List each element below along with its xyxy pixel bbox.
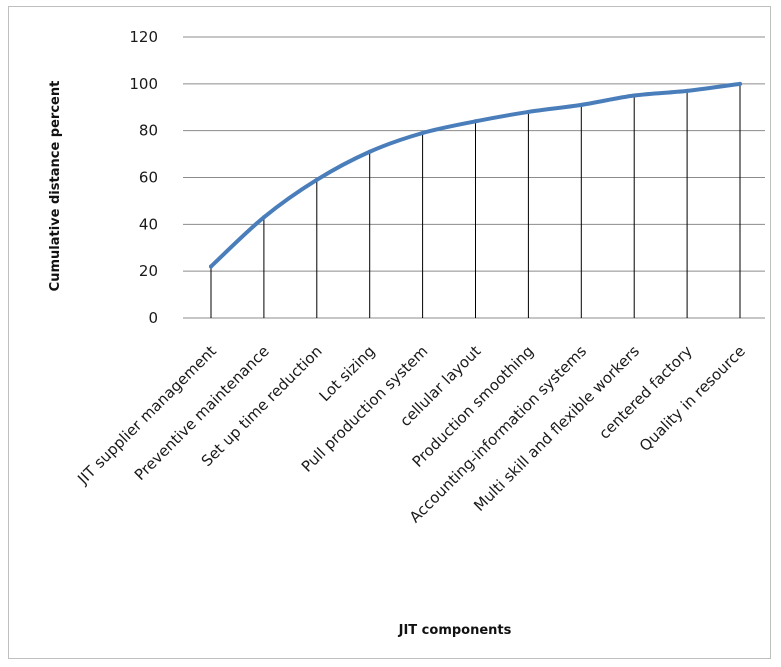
data-point bbox=[473, 119, 478, 124]
y-tick-label: 0 bbox=[148, 309, 158, 327]
y-tick-labels: 0 20 40 60 80 100 120 bbox=[129, 28, 158, 327]
gridlines bbox=[183, 36, 765, 319]
x-category-label: Quality in resource bbox=[636, 342, 749, 455]
data-point bbox=[579, 102, 584, 107]
data-point bbox=[209, 264, 213, 269]
x-category-label: centered factory bbox=[595, 342, 696, 443]
y-tick-label: 60 bbox=[139, 169, 158, 187]
y-tick-label: 20 bbox=[139, 262, 158, 280]
data-point bbox=[314, 177, 319, 182]
y-tick-label: 120 bbox=[129, 28, 158, 46]
chart-frame bbox=[8, 6, 771, 659]
series-layer bbox=[209, 81, 742, 269]
data-point bbox=[738, 81, 742, 86]
data-point bbox=[685, 88, 690, 93]
y-tick-label: 100 bbox=[129, 75, 158, 93]
y-tick-label: 40 bbox=[139, 215, 158, 233]
data-point bbox=[261, 215, 266, 220]
data-point bbox=[526, 109, 531, 114]
drop-lines bbox=[210, 83, 741, 318]
y-tick-label: 80 bbox=[139, 122, 158, 140]
data-point bbox=[367, 149, 372, 154]
data-point bbox=[632, 93, 637, 98]
y-axis-title: Cumulative distance percent bbox=[48, 81, 63, 292]
x-axis-title: JIT components bbox=[398, 623, 512, 638]
data-point bbox=[420, 131, 425, 136]
